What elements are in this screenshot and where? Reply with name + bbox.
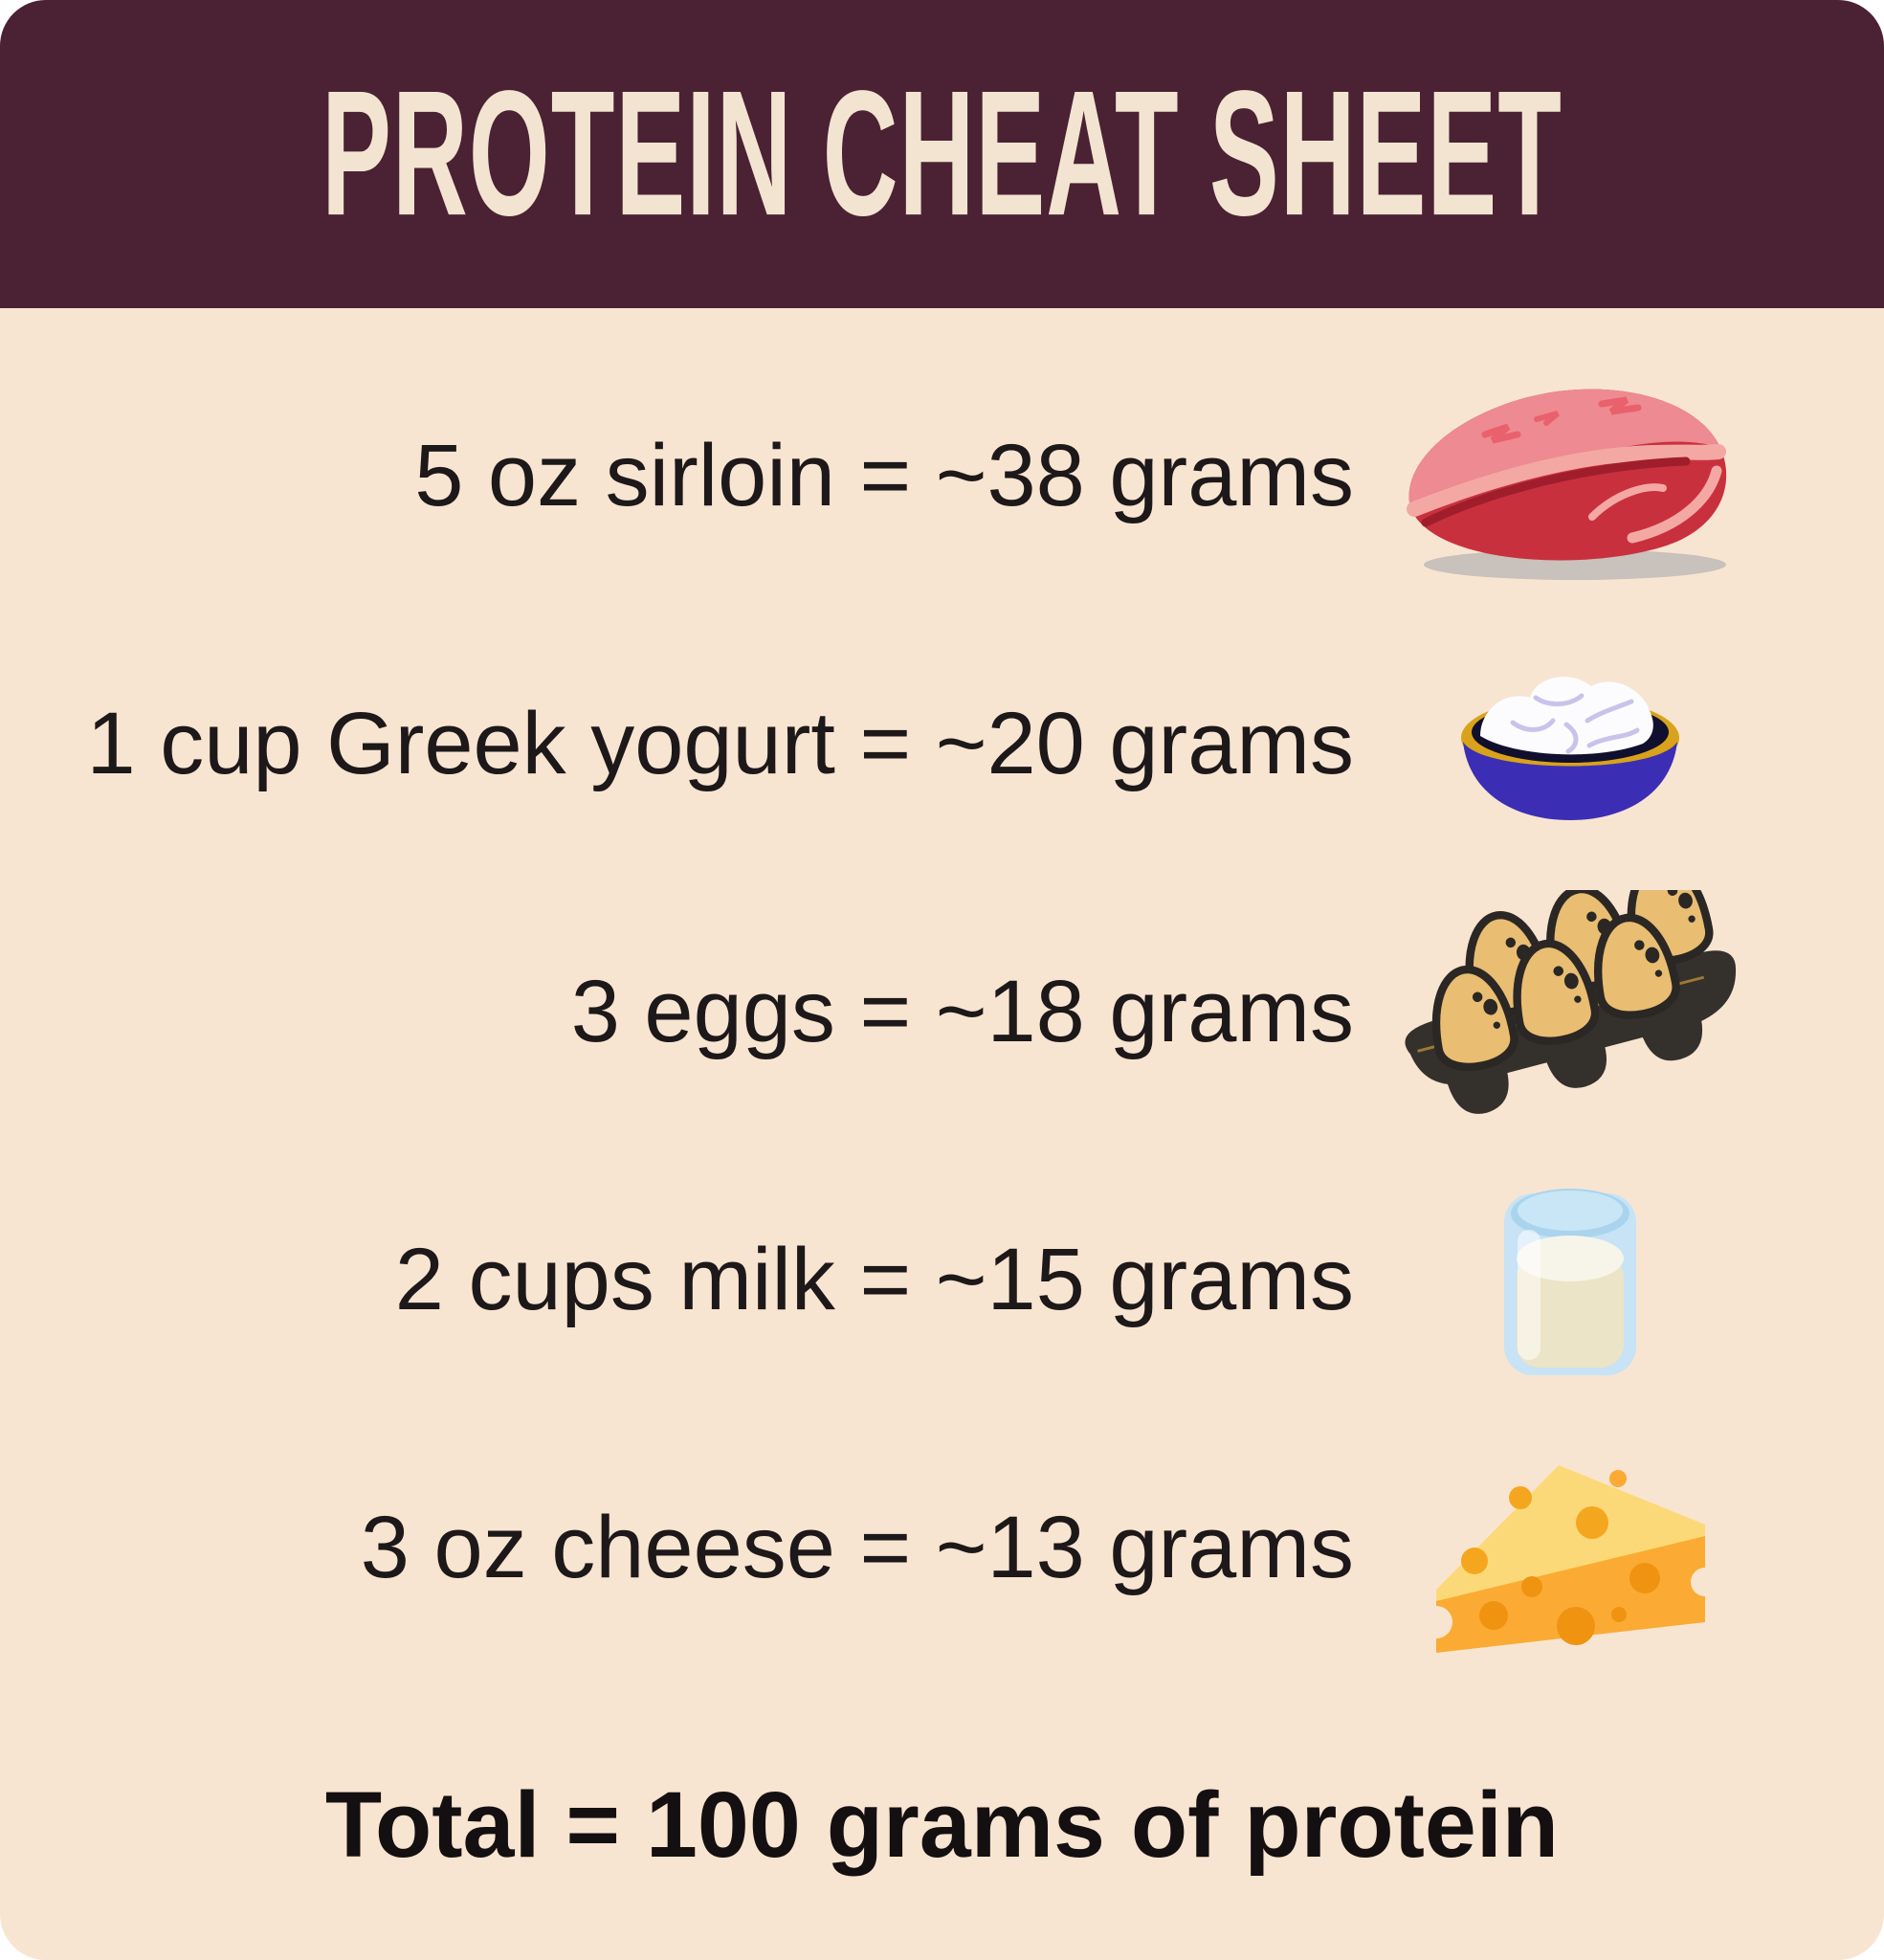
yogurt-bowl-icon-graphic <box>1460 677 1679 820</box>
total-label: Total = 100 grams of protein <box>324 1772 1560 1877</box>
milk-glass-icon-graphic <box>1504 1188 1636 1375</box>
yogurt-label: 1 cup Greek yogurt = ~20 grams <box>86 694 1354 792</box>
eggs-label: 3 eggs = ~18 grams <box>570 962 1354 1060</box>
egg-carton-icon <box>1379 890 1762 1134</box>
steak-icon <box>1379 364 1762 589</box>
egg-carton-icon-graphic <box>1405 890 1737 1114</box>
content-area: 5 oz sirloin = ~38 grams 1 cup Greek <box>0 308 1884 1960</box>
cheese-wedge-icon-graphic <box>1424 1465 1717 1653</box>
cheese-label: 3 oz cheese = ~13 grams <box>360 1498 1354 1596</box>
row-milk: 2 cups milk = ~15 grams <box>0 1146 1884 1414</box>
milk-label: 2 cups milk = ~15 grams <box>394 1230 1354 1328</box>
header-banner: PROTEIN CHEAT SHEET <box>0 0 1884 308</box>
total-row: Total = 100 grams of protein <box>0 1682 1884 1960</box>
steak-icon-graphic <box>1407 389 1727 580</box>
row-yogurt: 1 cup Greek yogurt = ~20 grams <box>0 610 1884 878</box>
row-cheese: 3 oz cheese = ~13 grams <box>0 1414 1884 1682</box>
milk-glass-icon <box>1379 1182 1762 1378</box>
cheese-wedge-icon <box>1379 1438 1762 1657</box>
sirloin-label: 5 oz sirloin = ~38 grams <box>414 426 1354 524</box>
page-title: PROTEIN CHEAT SHEET <box>321 55 1563 254</box>
yogurt-bowl-icon <box>1379 661 1762 826</box>
row-eggs: 3 eggs = ~18 grams <box>0 878 1884 1146</box>
row-sirloin: 5 oz sirloin = ~38 grams <box>0 342 1884 610</box>
